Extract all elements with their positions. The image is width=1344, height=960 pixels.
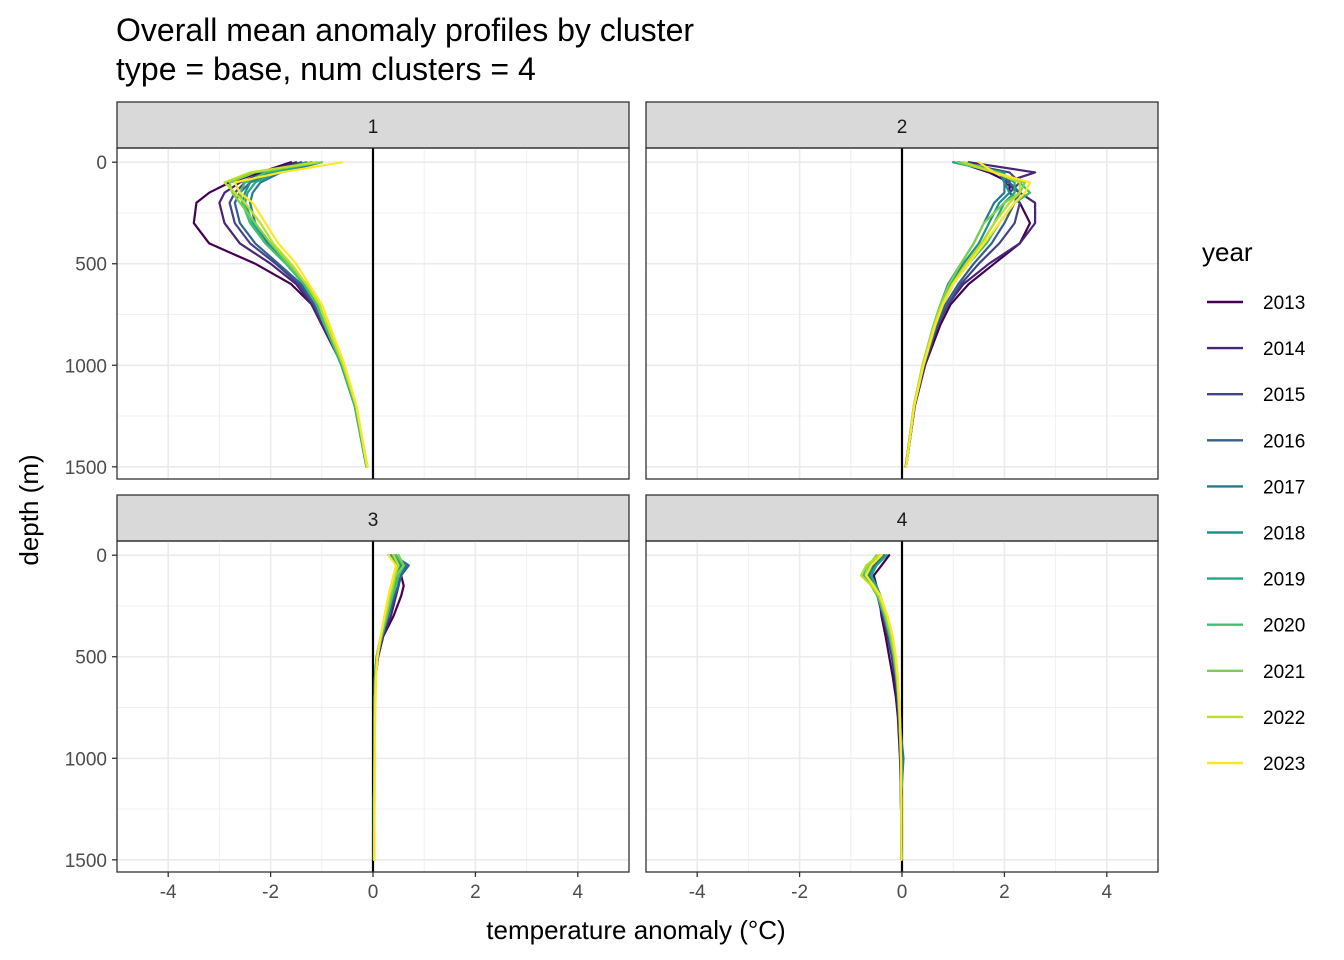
legend-label: 2014 bbox=[1263, 339, 1306, 360]
series-lines bbox=[192, 161, 369, 468]
legend-label: 2020 bbox=[1263, 616, 1305, 637]
y-tick-label: 500 bbox=[75, 648, 107, 669]
legend-item-2022: 2022 bbox=[1207, 708, 1305, 729]
strip-background bbox=[116, 101, 630, 149]
x-tick-label: -4 bbox=[689, 882, 706, 903]
x-tick-label: 4 bbox=[1102, 882, 1113, 903]
legend-item-2023: 2023 bbox=[1207, 754, 1305, 775]
panel-border bbox=[645, 147, 1159, 480]
y-tick-label: 1000 bbox=[65, 356, 107, 377]
x-tick-label: 2 bbox=[999, 882, 1010, 903]
legend-label: 2015 bbox=[1263, 385, 1305, 406]
facet-panel-4: 4 -4 -2 0 2 4 bbox=[645, 494, 1159, 903]
strip-label: 2 bbox=[897, 117, 908, 138]
x-tick-label: 2 bbox=[470, 882, 481, 903]
chart-title: Overall mean anomaly profiles by cluster bbox=[116, 12, 694, 48]
legend-label: 2013 bbox=[1263, 293, 1305, 314]
legend-item-2016: 2016 bbox=[1207, 431, 1305, 452]
strip-background bbox=[645, 101, 1159, 149]
legend-label: 2016 bbox=[1263, 431, 1305, 452]
facet-panel-2: 2 bbox=[645, 101, 1159, 480]
strip-label: 3 bbox=[368, 510, 379, 531]
series-lines bbox=[859, 554, 905, 861]
legend-label: 2017 bbox=[1263, 477, 1305, 498]
y-tick-label: 0 bbox=[96, 153, 107, 174]
legend-item-2014: 2014 bbox=[1207, 339, 1306, 360]
chart-subtitle: type = base, num clusters = 4 bbox=[116, 51, 536, 87]
legend-label: 2022 bbox=[1263, 708, 1305, 729]
panel-border bbox=[116, 147, 630, 480]
x-tick-label: 4 bbox=[573, 882, 584, 903]
x-tick-label: 0 bbox=[368, 882, 379, 903]
series-line-2022 bbox=[223, 161, 368, 468]
series-lines bbox=[372, 554, 410, 861]
strip-background bbox=[116, 494, 630, 542]
legend-title: year bbox=[1202, 237, 1253, 267]
y-tick-label: 0 bbox=[96, 546, 107, 567]
series-lines bbox=[904, 161, 1037, 468]
legend-item-2021: 2021 bbox=[1207, 662, 1305, 683]
legend-item-2020: 2020 bbox=[1207, 616, 1305, 637]
y-tick-label: 1500 bbox=[65, 458, 107, 479]
legend-item-2019: 2019 bbox=[1207, 570, 1305, 591]
legend-item-2013: 2013 bbox=[1207, 293, 1305, 314]
x-axis-label: temperature anomaly (°C) bbox=[486, 915, 785, 945]
legend-label: 2019 bbox=[1263, 570, 1305, 591]
facet-panel-1: 1 0 500 1000 1500 bbox=[65, 101, 630, 480]
x-tick-label: -2 bbox=[262, 882, 279, 903]
x-tick-label: -4 bbox=[160, 882, 177, 903]
series-line-2023 bbox=[904, 161, 1032, 468]
legend: year 2013 2014 2015 2016 2017 2018 2019 2020 202… bbox=[1202, 237, 1306, 775]
facet-panel-3: 3 0 500 1000 1500 -4 -2 0 2 4 bbox=[65, 494, 630, 903]
y-axis-label: depth (m) bbox=[14, 454, 44, 565]
legend-item-2015: 2015 bbox=[1207, 385, 1305, 406]
strip-label: 1 bbox=[368, 117, 379, 138]
x-tick-label: -2 bbox=[791, 882, 808, 903]
y-tick-label: 500 bbox=[75, 255, 107, 276]
strip-label: 4 bbox=[897, 510, 908, 531]
facet-panels: 1 0 500 1000 1500 2 3 0 500 1000 1500 -4 -2 0 2 4 4 -4 -2 0… bbox=[65, 101, 1159, 903]
y-tick-label: 1000 bbox=[65, 749, 107, 770]
y-tick-label: 1500 bbox=[65, 851, 107, 872]
series-line-2023 bbox=[865, 554, 903, 861]
strip-background bbox=[645, 494, 1159, 542]
legend-label: 2018 bbox=[1263, 524, 1305, 545]
legend-item-2017: 2017 bbox=[1207, 477, 1305, 498]
series-line-2023 bbox=[373, 554, 398, 861]
legend-label: 2021 bbox=[1263, 662, 1305, 683]
legend-item-2018: 2018 bbox=[1207, 524, 1305, 545]
series-line-2020 bbox=[238, 161, 368, 468]
series-line-2023 bbox=[233, 161, 369, 468]
x-tick-label: 0 bbox=[897, 882, 908, 903]
legend-label: 2023 bbox=[1263, 754, 1305, 775]
